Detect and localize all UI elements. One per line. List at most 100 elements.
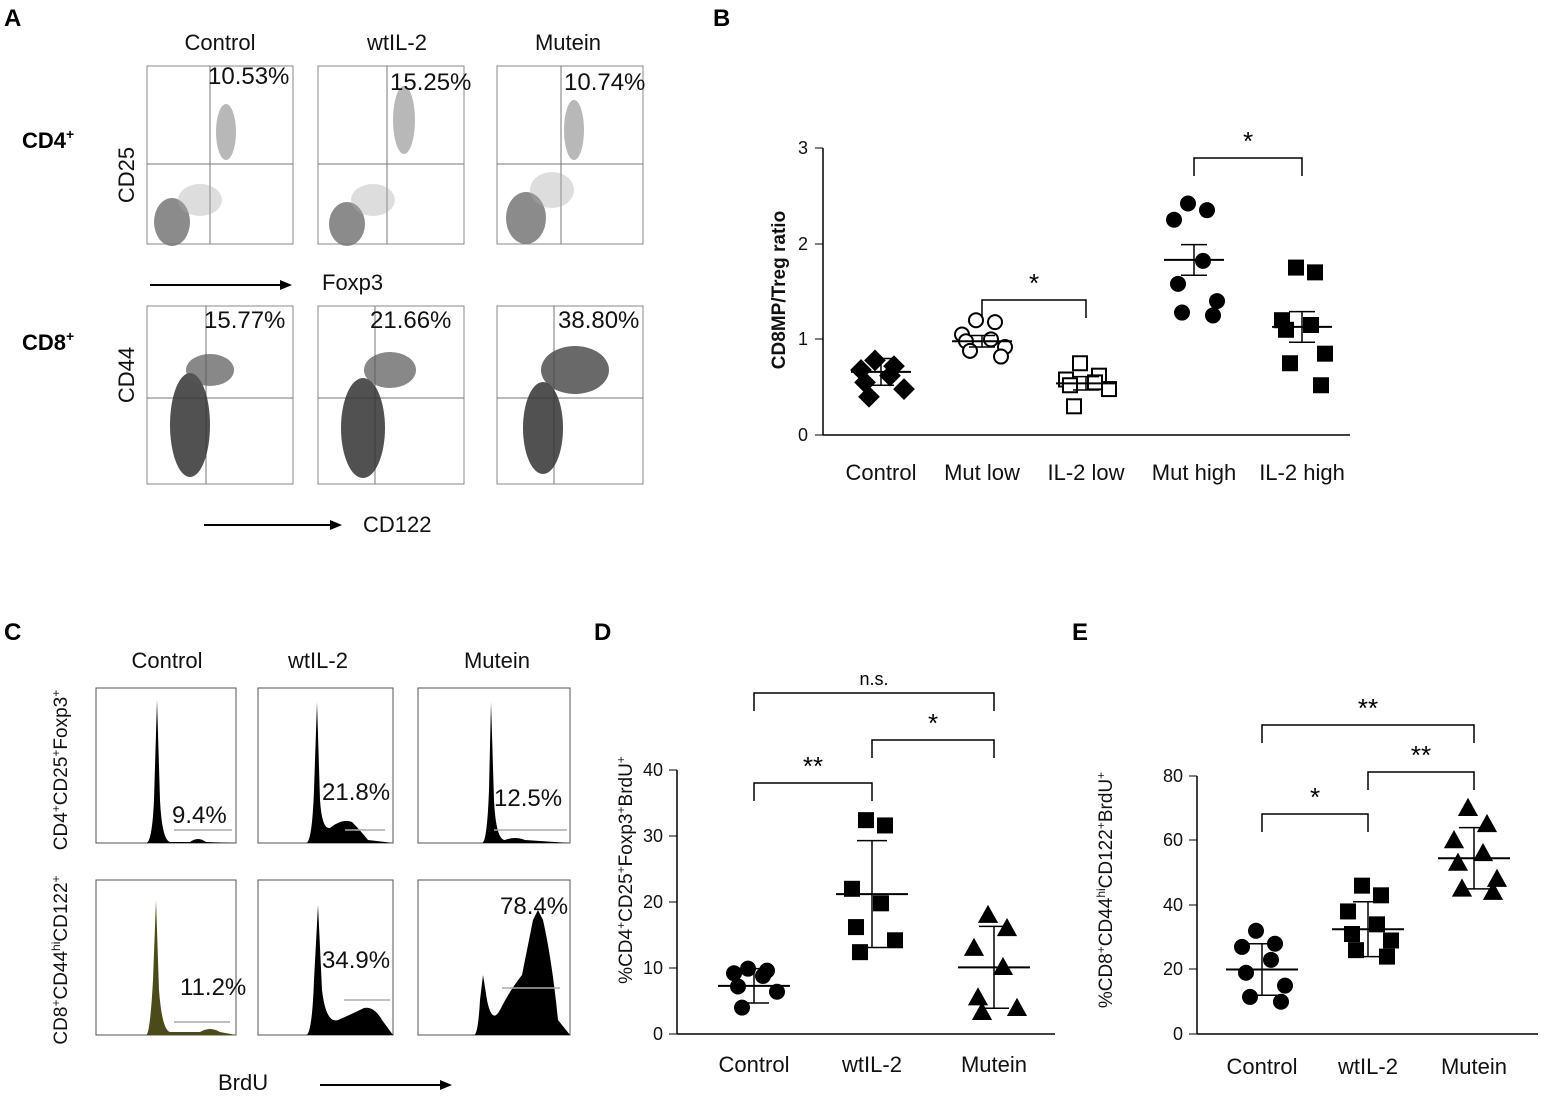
data-point-wtil-2 [1348,942,1364,959]
row-label-cd8: CD8+ [22,328,74,355]
significance-bracket [981,299,1087,318]
panel-a-column-mutein: Mutein [535,30,601,55]
panel-c-column-control: Control [132,648,203,673]
data-point-wtil-2 [873,895,889,912]
row-label-cd4: CD4+ [22,126,74,153]
histogram-treg-control [95,687,237,844]
significance-bracket [1261,813,1369,832]
pct-cd8mp-wtil2: 34.9% [322,947,390,974]
pct-cd4-control: 10.53% [208,63,289,90]
panel-d-y-ticks: 40 30 20 10 0 [643,760,677,1044]
panel-letter-a: A [4,5,21,32]
pct-cd4-wtil2: 15.25% [390,69,471,96]
dotplot-cd8-wtil2 [317,305,465,485]
panel-letter-b: B [713,5,730,32]
panel-e-tick-label: 0 [1173,1024,1183,1044]
data-point-control [893,378,915,400]
data-point-control [858,385,880,408]
panel-e-tick-label: 60 [1163,830,1183,850]
data-point-control [1248,922,1264,939]
row-label-cd8-cd44hi-cd122: CD8+CD44hiCD122+ [49,875,72,1044]
significance-label: ** [1358,693,1378,723]
significance-label: * [1310,782,1320,812]
panel-d-tick-label: 10 [643,958,663,978]
data-point-il-2-high [1313,377,1329,394]
significance-bracket [1193,157,1303,176]
panel-d-category-wtil2: wtIL-2 [841,1052,902,1077]
data-point-mut-low [993,348,1009,365]
panel-b-marks [850,195,1333,415]
data-point-mutein [977,904,999,923]
panel-d-tick-label: 0 [653,1024,663,1044]
data-point-mutein [1451,878,1473,897]
pct-cd8-wtil2: 21.66% [370,307,451,334]
panel-b-category-control: Control [846,460,917,485]
significance-label: ** [803,751,823,781]
data-point-wtil-2 [1344,926,1360,943]
data-point-wtil-2 [877,817,893,834]
data-point-control [769,983,785,1000]
panel-letter-d: D [594,619,611,646]
panel-c: C Control wtIL-2 Mutein CD4+CD25+Foxp3+ … [4,619,571,1095]
panel-e-ylabel: %CD8+CD44hiCD122+BrdU+ [1094,772,1117,1008]
data-point-wtil-2 [1354,877,1370,894]
panel-c-column-wtil2: wtIL-2 [287,648,348,673]
panel-b-category-mut-low: Mut low [944,460,1020,485]
data-point-mutein [967,987,989,1006]
panel-e-marks [1226,797,1510,1010]
panel-d-marks [718,812,1030,1020]
data-point-control [734,999,750,1016]
panel-b-significance: ** [981,126,1303,318]
panel-e-significance: ***** [1261,693,1475,832]
data-point-il-2-low [1072,355,1088,372]
panel-d-ylabel: %CD4+CD25+Foxp3+BrdU+ [614,756,637,984]
panel-e-tick-label: 40 [1163,895,1183,915]
data-point-il-2-low [1101,381,1117,398]
data-point-il-2-high [1303,316,1319,333]
data-point-wtil-2 [858,812,874,829]
data-point-mutein [1457,797,1479,816]
significance-bracket [1261,724,1475,743]
dotplot-cd8-mutein [496,305,644,485]
pct-cd8-mutein: 38.80% [558,307,639,334]
data-point-mut-high [1199,202,1215,219]
data-point-il-2-high [1307,264,1323,281]
significance-bracket [871,739,995,758]
panel-e-tick-label: 80 [1163,766,1183,786]
axis-label-cd25: CD25 [114,147,139,203]
data-point-il-2-low [1066,398,1082,415]
pct-cd4-mutein: 10.74% [564,69,645,96]
panel-b-category-il2-high: IL-2 high [1259,460,1345,485]
panel-b: B CD8MP/Treg ratio 3 2 1 0 Control Mut l… [713,5,1350,485]
pct-cd8-control: 15.77% [204,307,285,334]
data-point-mut-low [983,331,999,348]
panel-d-tick-label: 20 [643,892,663,912]
data-point-wtil-2 [1383,932,1399,949]
significance-label: * [1029,268,1039,298]
data-point-control [1238,964,1254,981]
significance-label: ** [1411,740,1431,770]
data-point-mutein [996,917,1018,937]
row-label-cd4-cd25-foxp3: CD4+CD25+Foxp3+ [49,690,72,850]
panel-b-tick-label: 2 [798,234,808,254]
panel-b-y-ticks: 3 2 1 0 [798,138,823,445]
data-point-wtil-2 [1369,916,1385,933]
panel-e: E %CD8+CD44hiCD122+BrdU+ 80 60 40 20 0 C… [1072,619,1538,1079]
data-point-mut-high [1180,195,1196,212]
panel-letter-e: E [1072,619,1088,646]
data-point-wtil-2 [844,880,860,897]
panel-b-category-mut-high: Mut high [1152,460,1236,485]
axis-label-brdu: BrdU [218,1070,268,1095]
panel-d: D %CD4+CD25+Foxp3+BrdU+ 40 30 20 10 0 Co… [594,619,1055,1077]
data-point-control [1277,977,1293,994]
significance-label: * [928,708,938,738]
pct-treg-control: 9.4% [172,802,227,829]
data-point-mut-low [968,312,984,329]
panel-b-tick-label: 3 [798,138,808,158]
data-point-il-2-high [1288,259,1304,276]
pct-cd8mp-control: 11.2% [180,974,246,1001]
data-point-control [864,349,886,372]
data-point-il-2-high [1278,321,1294,338]
histogram-treg-wtil2 [257,687,394,844]
